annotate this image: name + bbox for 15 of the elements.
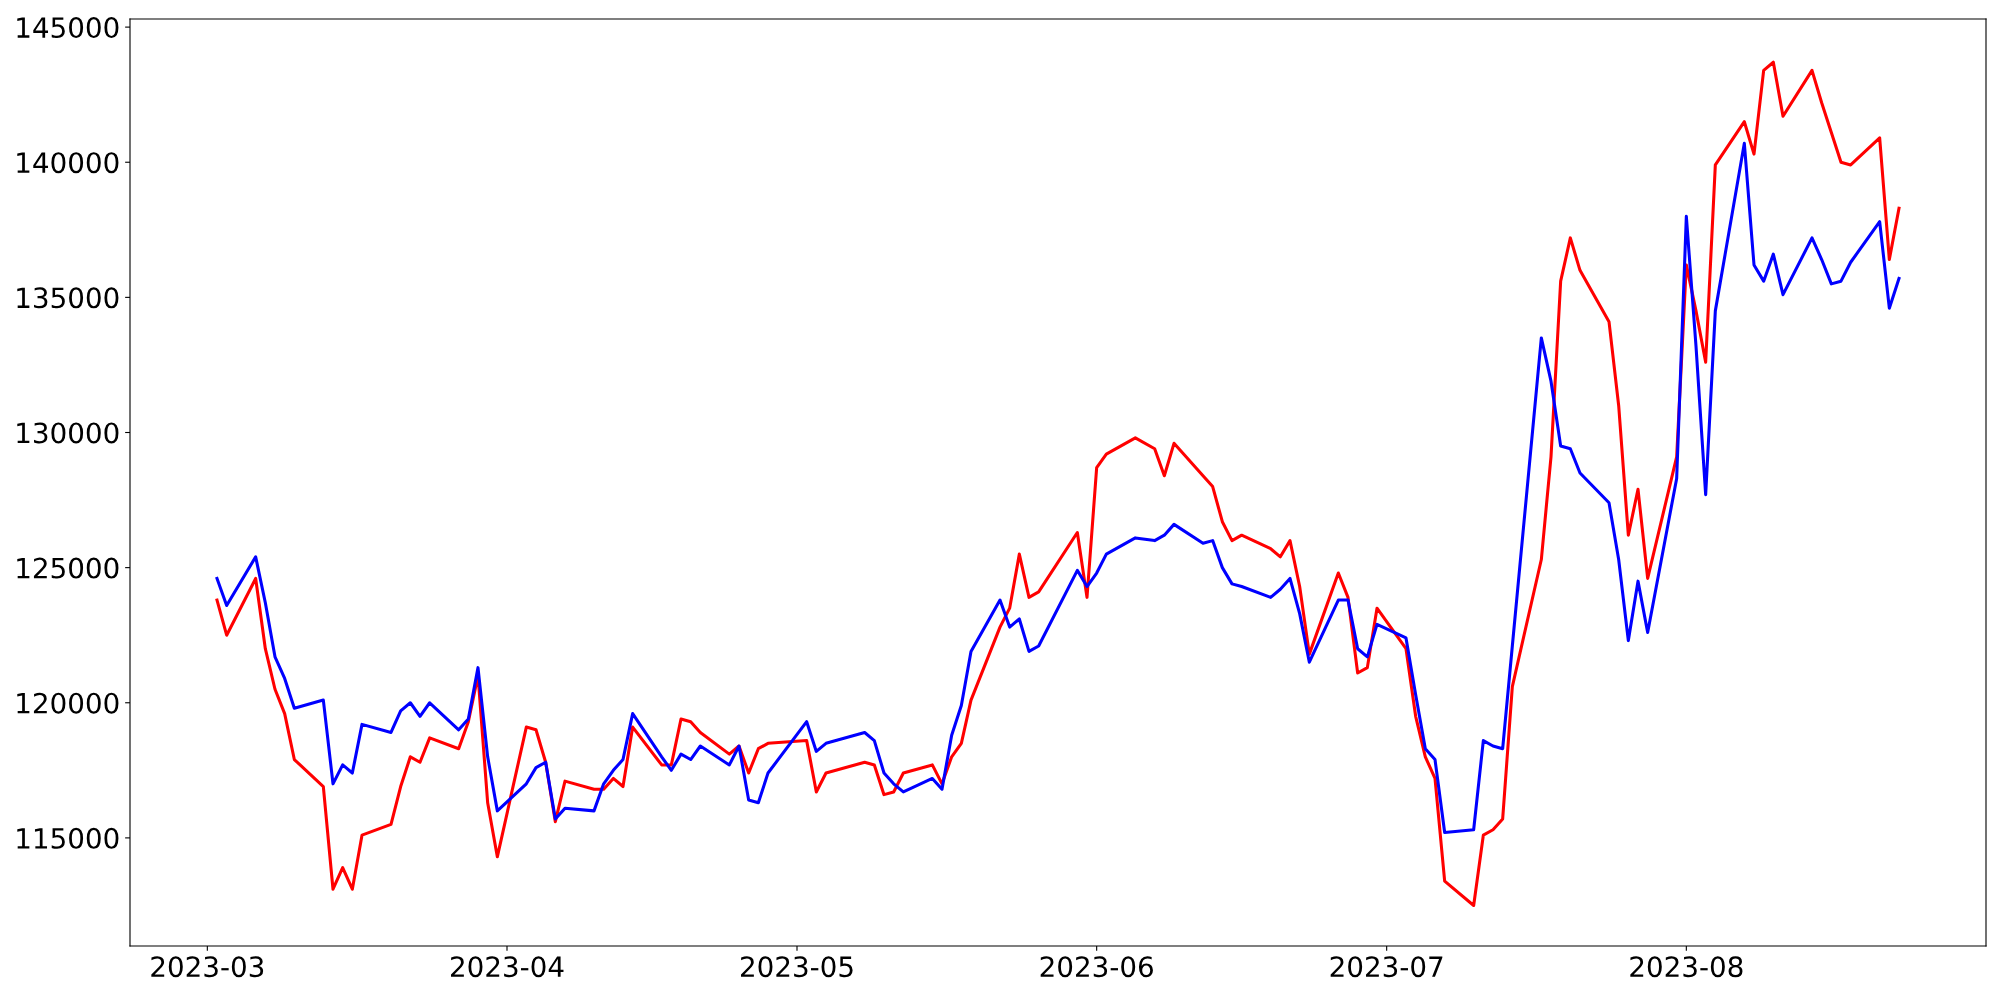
x-tick-label: 2023-05 xyxy=(741,956,853,978)
y-tick-label: 125000 xyxy=(17,557,119,579)
y-tick-label: 115000 xyxy=(17,827,119,849)
x-tick-label: 2023-08 xyxy=(1630,956,1743,978)
line-series xyxy=(215,60,1901,907)
y-tick-label: 135000 xyxy=(17,287,119,309)
y-tick-label: 120000 xyxy=(17,692,119,714)
y-tick-label: 130000 xyxy=(17,422,119,444)
x-tick-label: 2023-04 xyxy=(451,956,564,978)
y-tick-label: 140000 xyxy=(17,152,119,174)
x-tick-label: 2023-07 xyxy=(1330,956,1443,978)
x-tick-label: 2023-06 xyxy=(1040,956,1153,978)
x-tick-label: 2023-03 xyxy=(151,956,264,978)
y-tick-label: 145000 xyxy=(17,17,119,39)
line-series xyxy=(215,141,1901,835)
